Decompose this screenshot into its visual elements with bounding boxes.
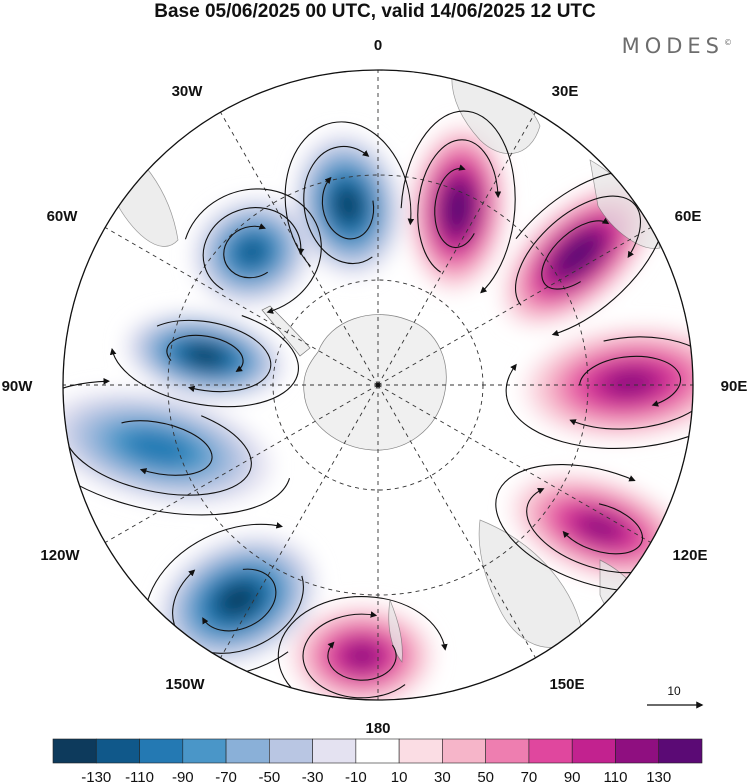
map-border [62, 69, 694, 701]
anomaly-contour [237, 238, 267, 266]
streamline [202, 207, 305, 291]
reference-vector: 10 [647, 684, 704, 709]
lon-label-60w: 60W [47, 208, 79, 225]
colorbar-tick-label: -90 [172, 769, 194, 783]
colorbar-swatch [225, 738, 270, 764]
colorbar-tick-label: 70 [521, 769, 538, 783]
colorbar-swatch [398, 738, 443, 764]
colorbar-tick-label: 110 [604, 769, 628, 783]
streamline [166, 334, 244, 372]
anomaly-contour [344, 643, 380, 669]
colorbar-swatch [615, 738, 660, 764]
colorbar-tick-label: -30 [302, 769, 324, 783]
colorbar-swatch [52, 738, 97, 764]
colorbar-tick-label: 30 [434, 769, 451, 783]
colorbar-tick-label: -50 [258, 769, 280, 783]
map-disc [63, 70, 693, 700]
lon-label-90w: 90W [2, 378, 34, 395]
lon-label-150w: 150W [165, 676, 205, 693]
anomaly-contour [448, 192, 468, 224]
antarctica-landmass [261, 305, 447, 451]
colorbar-swatch [442, 738, 486, 764]
anomaly-contour [188, 346, 222, 366]
lon-label-30e: 30E [552, 83, 579, 100]
streamline [156, 319, 272, 393]
modes-logo: MODES© [622, 34, 732, 58]
colorbar-swatch [355, 738, 400, 764]
colorbar-tick-label: 10 [391, 769, 408, 783]
anomaly-field [63, 125, 693, 700]
streamline [417, 139, 502, 273]
colorbar-tick-label: -10 [345, 769, 367, 783]
streamline [302, 611, 406, 699]
colorbar-tick-label: 90 [564, 769, 581, 783]
colorbar-swatch [139, 738, 184, 764]
colorbar-tick-label: 130 [646, 769, 671, 783]
reference-vector-value: 10 [667, 684, 681, 698]
streamline [541, 217, 610, 290]
anomaly-contour [336, 190, 360, 220]
anomaly-contour [604, 369, 656, 397]
anomaly-contour [221, 586, 255, 614]
colorbar-tick-label: 50 [477, 769, 494, 783]
lon-label-60e: 60E [675, 208, 702, 225]
streamline [579, 355, 681, 407]
colorbar-swatch [528, 738, 573, 764]
colorbar-swatch [182, 738, 227, 764]
streamline [184, 188, 322, 314]
colorbar-swatch [485, 738, 530, 764]
graticule [63, 70, 693, 700]
colorbar-tick-label: -70 [215, 769, 237, 783]
streamline [303, 145, 373, 264]
lon-label-90e: 90E [721, 378, 748, 395]
lon-label-150e: 150E [549, 676, 584, 693]
streamline [495, 464, 669, 592]
anomaly-contour [578, 514, 622, 542]
streamline [321, 176, 375, 240]
wind-streamlines [63, 110, 693, 700]
streamline [434, 164, 475, 249]
colorbar-tick-label: -110 [125, 769, 154, 783]
colorbar-swatch [269, 738, 313, 764]
copyright-mark: © [724, 38, 732, 47]
lon-label-30w: 30W [172, 83, 204, 100]
south-pole-marker [375, 382, 381, 388]
streamline [562, 503, 643, 555]
streamline [505, 336, 693, 450]
colorbar-swatch [312, 738, 357, 764]
streamline [63, 415, 252, 496]
streamline [400, 110, 516, 294]
anomaly-contour [125, 431, 191, 465]
streamline [569, 336, 693, 430]
streamline [515, 195, 641, 306]
longitude-labels: 0 30E 60E 90E 120E 150E 180 150W 120W 90… [2, 37, 748, 737]
streamline [327, 641, 397, 681]
lon-label-120e: 120E [672, 547, 707, 564]
lon-label-120w: 120W [40, 547, 80, 564]
anomaly-contour [563, 241, 593, 269]
streamline [223, 223, 269, 279]
streamline [109, 315, 299, 408]
streamline [121, 420, 213, 476]
lon-label-180: 180 [365, 720, 390, 737]
lon-label-0: 0 [374, 37, 382, 54]
map-title: Base 05/06/2025 00 UTC, valid 14/06/2025… [154, 1, 596, 22]
colorbar-tick-label: -130 [81, 769, 111, 783]
streamline [284, 121, 415, 267]
colorbar-swatch [658, 738, 703, 764]
streamline [202, 568, 277, 632]
colorbar-swatch [95, 738, 140, 764]
streamline [172, 569, 304, 654]
streamline [277, 596, 448, 700]
colorbar-swatch [571, 738, 616, 764]
colorbar: -130 -110 -90 -70 -50 -30 -10 10 30 50 70 90 110 130 [52, 738, 703, 783]
brand-text: MODES [621, 34, 724, 58]
